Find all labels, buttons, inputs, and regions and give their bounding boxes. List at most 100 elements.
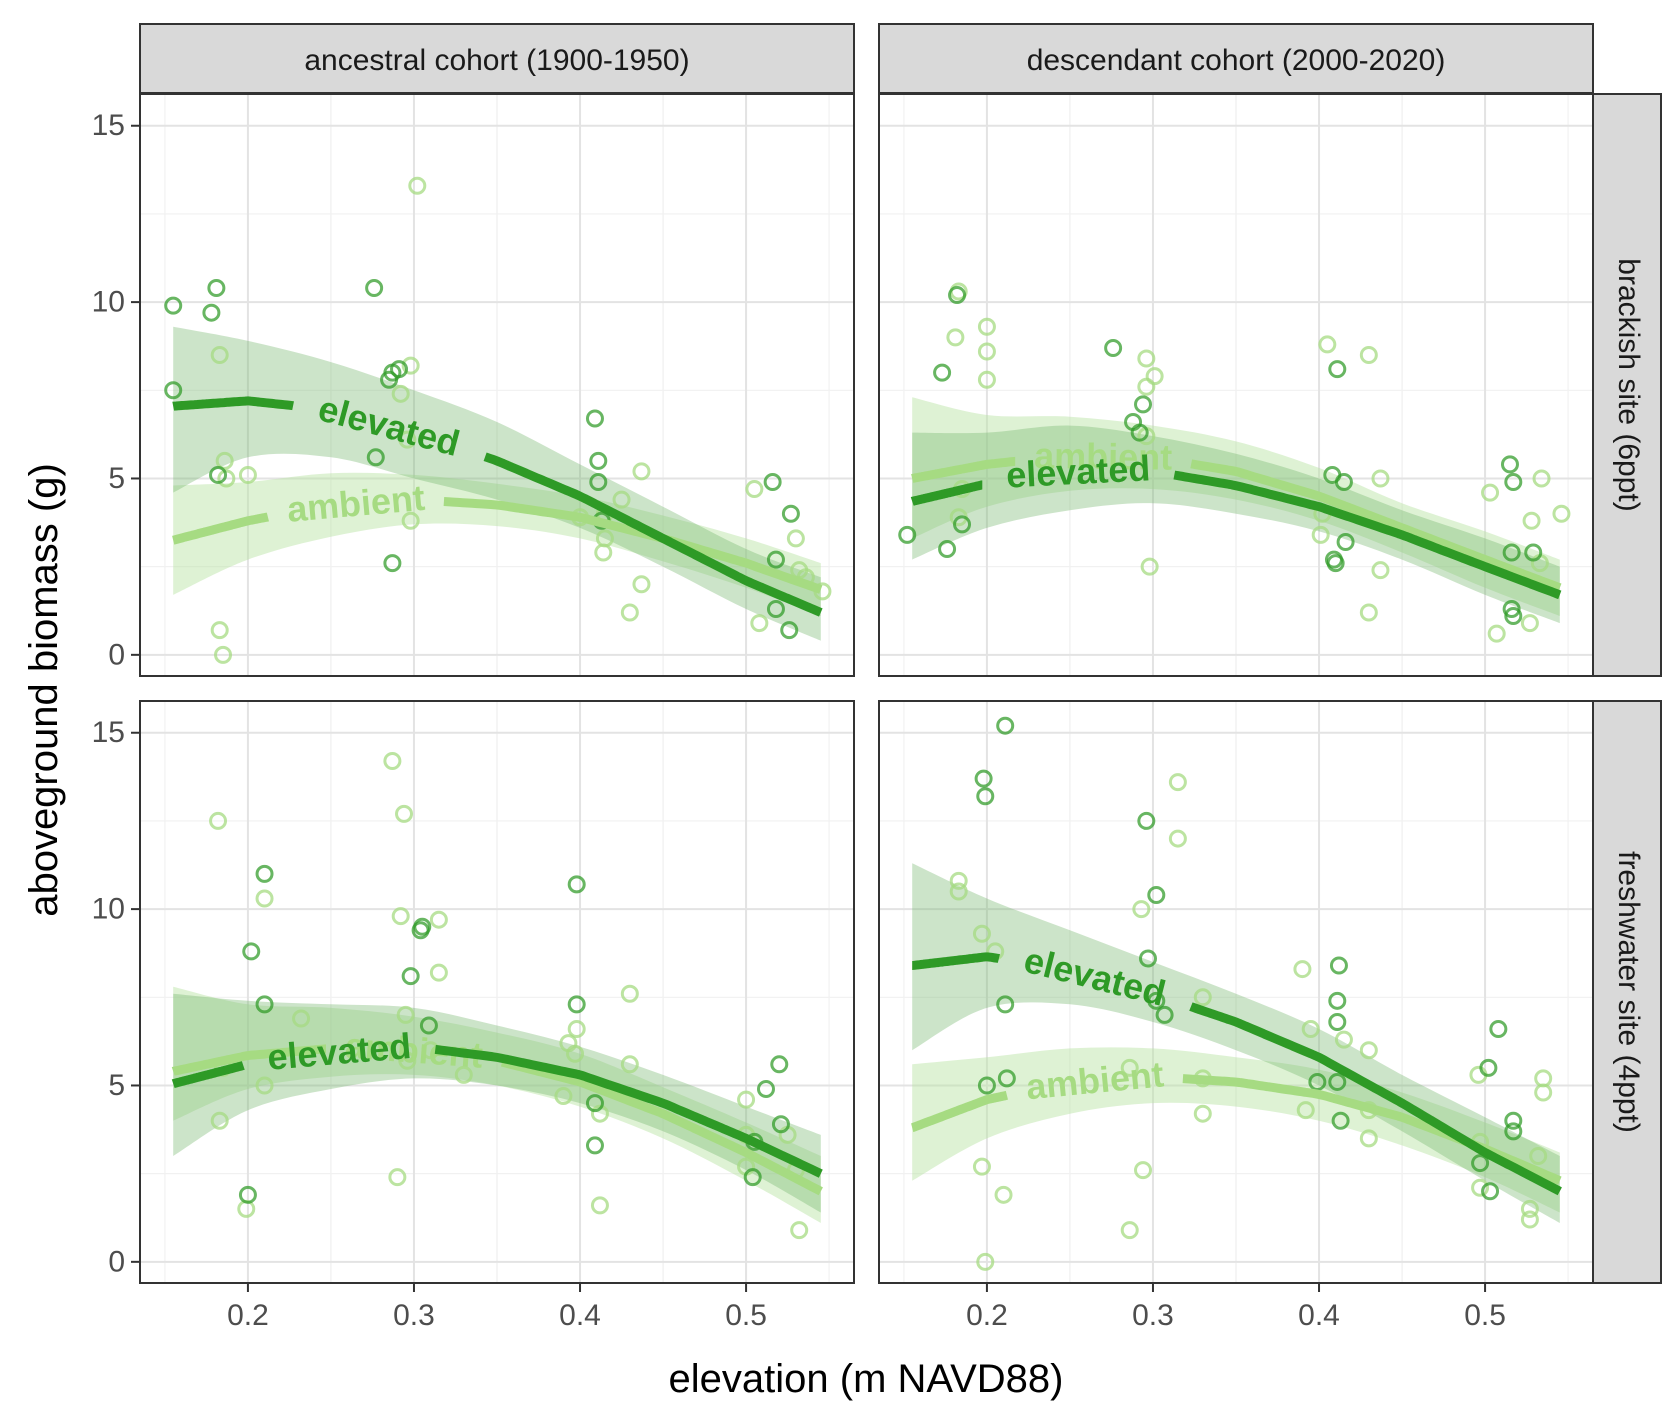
data-point-ambient: [215, 451, 234, 470]
data-point-ambient: [1296, 1101, 1315, 1120]
confidence-band-ambient: [173, 986, 821, 1223]
data-point-ambient: [391, 384, 410, 403]
data-point-ambient: [976, 1252, 995, 1271]
fit-line-elevated: [910, 480, 983, 506]
confidence-band-elevated: [173, 993, 821, 1213]
data-point-ambient: [1168, 773, 1187, 792]
data-point-elevated: [585, 409, 604, 428]
data-point-ambient: [398, 1051, 417, 1070]
data-point-ambient: [210, 346, 229, 365]
data-point-ambient: [1520, 614, 1539, 633]
data-point-ambient: [1371, 561, 1390, 580]
data-point-elevated: [209, 465, 228, 484]
row-strip-freshwater-box: [1592, 700, 1662, 1284]
x-tick-label: 0.4: [1298, 1299, 1340, 1332]
y-tick-label: 15: [92, 109, 125, 142]
data-point-ambient: [401, 356, 420, 375]
data-point-ambient: [408, 176, 427, 195]
row-strip-brackish-label: brackish site (6ppt): [1612, 258, 1645, 511]
data-point-elevated: [1504, 1122, 1523, 1141]
data-point-ambient: [632, 575, 651, 594]
panel-ancestral-freshwater-border: [139, 700, 855, 1284]
fit-line-elevated: [434, 1044, 823, 1178]
data-point-elevated: [1471, 1154, 1490, 1173]
data-point-elevated: [413, 917, 432, 936]
data-point-elevated: [589, 473, 608, 491]
data-point-ambient: [620, 603, 639, 622]
data-point-elevated: [1500, 455, 1519, 474]
confidence-band-elevated: [912, 425, 1560, 624]
data-point-elevated: [766, 599, 785, 618]
data-point-elevated: [589, 451, 608, 470]
data-point-ambient: [1359, 603, 1378, 622]
data-point-elevated: [756, 1080, 775, 1098]
data-point-ambient: [210, 621, 229, 640]
data-point-elevated: [1502, 543, 1521, 562]
data-point-elevated: [390, 360, 409, 379]
data-point-elevated: [1147, 886, 1166, 904]
data-point-ambient: [1359, 346, 1378, 365]
fit-line-ambient: [500, 1057, 823, 1196]
data-point-elevated: [1504, 607, 1523, 626]
row-strip-freshwater-label: freshwater site (4ppt): [1612, 851, 1645, 1133]
data-point-ambient: [1120, 1221, 1139, 1240]
data-point-ambient: [255, 1076, 274, 1095]
data-point-ambient: [977, 342, 996, 361]
data-point-ambient: [620, 1055, 639, 1074]
y-tick-label: 5: [108, 462, 125, 495]
data-point-elevated: [255, 995, 274, 1014]
data-point-ambient: [977, 370, 996, 389]
y-tick-label: 15: [92, 716, 125, 749]
column-strip-ancestral-label: ancestral cohort (1900-1950): [304, 44, 689, 77]
data-point-ambient: [255, 889, 274, 908]
data-point-elevated: [1328, 360, 1347, 379]
data-point-elevated: [202, 303, 221, 322]
data-point-elevated: [1524, 543, 1543, 562]
data-point-ambient: [395, 804, 414, 823]
data-point-elevated: [1155, 1005, 1174, 1024]
row-strip-brackish: brackish site (6ppt): [1592, 93, 1662, 677]
x-tick-label: 0.3: [393, 1299, 435, 1332]
data-point-elevated: [1137, 811, 1156, 830]
data-point-ambient: [1311, 525, 1330, 544]
data-point-ambient: [590, 1196, 609, 1215]
data-point-elevated: [1130, 423, 1149, 442]
data-point-elevated: [1331, 1111, 1350, 1130]
x-tick-label: 0.5: [1464, 1299, 1506, 1332]
data-point-elevated: [207, 279, 226, 297]
x-tick-label: 0.2: [227, 1299, 269, 1332]
data-point-ambient: [238, 465, 257, 484]
data-point-ambient: [396, 1005, 415, 1024]
data-point-ambient: [1193, 988, 1212, 1007]
data-point-elevated: [567, 875, 586, 894]
data-point-elevated: [996, 995, 1015, 1014]
data-point-elevated: [419, 1016, 438, 1035]
data-point-ambient: [1120, 1058, 1139, 1077]
data-point-ambient: [620, 984, 639, 1003]
y-tick-label: 10: [92, 286, 125, 319]
data-point-ambient: [632, 462, 651, 481]
data-point-elevated: [997, 1069, 1016, 1088]
chart-axes: 0 5 10 15 0 5 10 15 0.2 0.3 0.4 0.5 0.2 0.3 0.4 0.5: [92, 109, 1506, 1332]
confidence-band-ambient: [173, 472, 821, 616]
data-point-elevated: [1504, 1111, 1523, 1130]
data-point-ambient: [972, 1157, 991, 1176]
data-point-ambient: [1534, 1083, 1553, 1102]
panel-descendant-brackish-border: [878, 93, 1594, 677]
data-point-ambient: [1134, 1161, 1153, 1180]
row-strip-brackish-box: [1592, 93, 1662, 677]
panel-ancestral-freshwater-grid: [140, 701, 854, 1283]
data-point-elevated: [771, 1115, 790, 1134]
data-point-ambient: [217, 469, 236, 488]
data-point-elevated: [948, 286, 967, 305]
data-point-ambient: [1301, 1020, 1320, 1039]
data-point-ambient: [1532, 469, 1551, 488]
data-point-elevated: [977, 1076, 996, 1095]
data-point-ambient: [1529, 1147, 1548, 1166]
data-point-elevated: [938, 540, 957, 559]
